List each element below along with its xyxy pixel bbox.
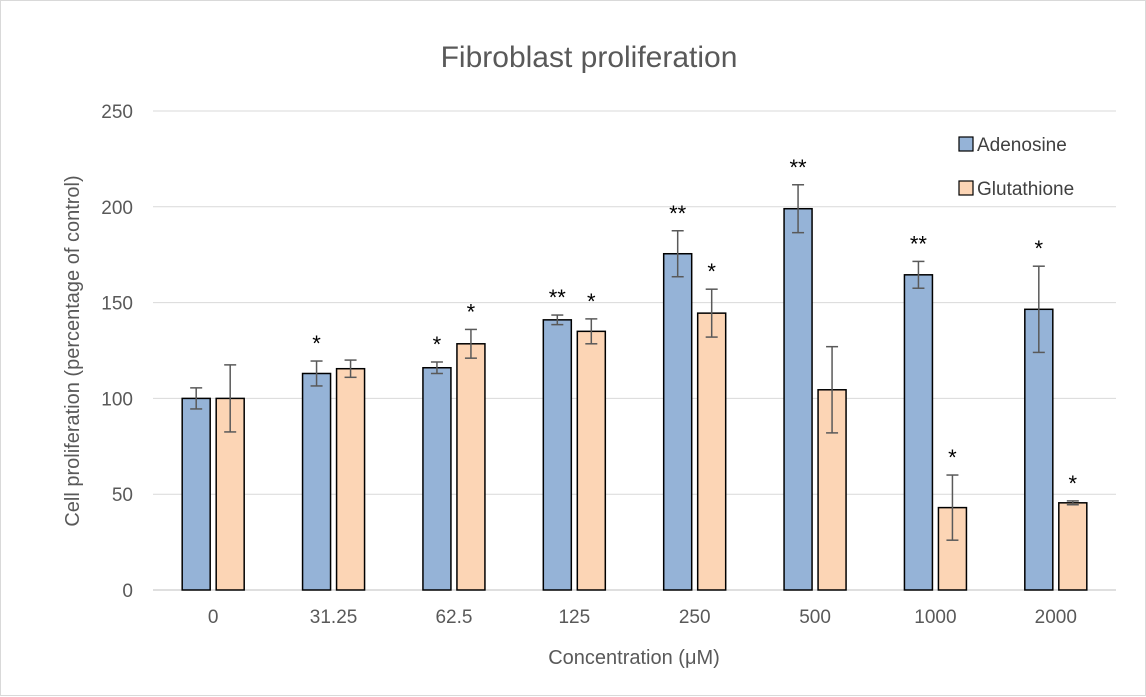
significance-marker: * [707,259,716,284]
significance-marker: * [467,299,476,324]
bar-adenosine [662,252,693,591]
bar-adenosine [903,274,934,591]
significance-marker: ** [669,201,687,226]
y-tick-label: 250 [101,102,133,123]
y-tick-label: 0 [122,581,133,602]
y-tick-label: 100 [101,389,133,410]
bar-adenosine [181,397,211,591]
significance-marker: * [312,331,321,356]
bar-adenosine [422,366,452,591]
x-axis-ticks: 0 31.25 62.5 125 250 500 1000 2000 [208,607,1077,628]
significance-marker: ** [549,285,567,310]
bar-glutathione [456,343,486,591]
x-tick-label: 62.5 [435,607,472,628]
x-tick-label: 250 [679,607,711,628]
significance-marker: * [587,289,596,314]
x-tick-label: 0 [208,607,219,628]
y-tick-label: 200 [101,198,133,219]
x-tick-label: 2000 [1035,607,1077,628]
bar-glutathione [1058,502,1088,591]
y-axis-ticks: 0 50 100 150 200 250 [101,102,133,602]
x-tick-label: 1000 [914,607,956,628]
bar-adenosine [301,372,332,591]
legend-swatch-adenosine [958,136,974,152]
significance-marker: ** [910,231,928,256]
legend-label-glutathione: Glutathione [977,179,1074,200]
y-tick-label: 50 [112,485,133,506]
bar-adenosine [783,207,813,591]
x-tick-label: 500 [799,607,831,628]
legend: Adenosine Glutathione [958,135,1074,200]
bar-adenosine [542,319,573,591]
y-tick-label: 150 [101,294,133,315]
x-tick-label: 31.25 [310,607,358,628]
significance-marker: * [1035,236,1044,261]
error-bars [190,184,1079,541]
legend-swatch-glutathione [958,180,974,196]
x-tick-label: 125 [558,607,590,628]
significance-marker: ** [790,155,808,180]
bar-glutathione [696,312,727,591]
significance-marker: * [948,445,957,470]
bar-glutathione [576,330,607,591]
significance-marker: * [1069,471,1078,496]
bar-glutathione [335,367,366,591]
chart-title: Fibroblast proliferation [441,41,738,74]
legend-label-adenosine: Adenosine [977,135,1067,156]
y-axis-title: Cell proliferation (percentage of contro… [62,175,84,526]
significance-marker: * [433,332,442,357]
significance-markers: * ********* ** **** [312,155,1077,496]
bars [181,207,1088,591]
x-axis-title: Concentration (μM) [548,647,720,669]
